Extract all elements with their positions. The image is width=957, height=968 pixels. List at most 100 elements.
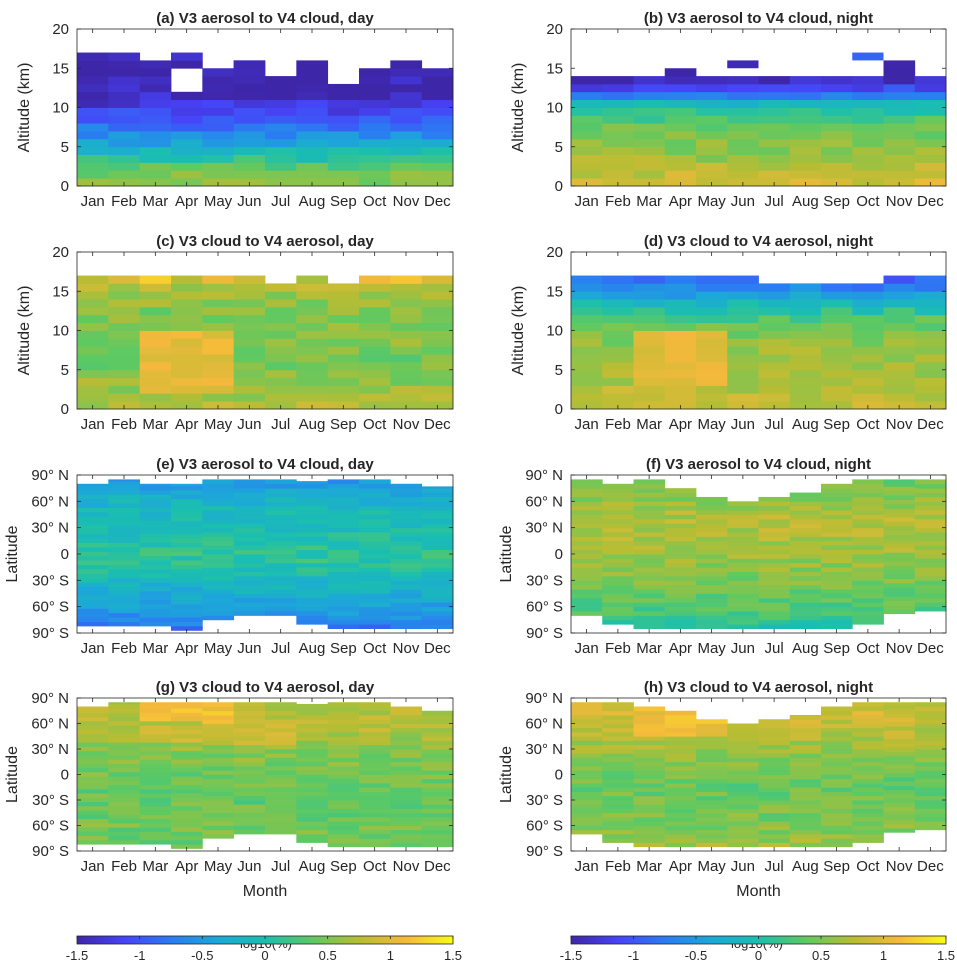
x-tick-label: Sep xyxy=(823,193,850,210)
heatmap-cell xyxy=(108,737,141,743)
heatmap-cell xyxy=(233,821,266,826)
heatmap-cell xyxy=(883,275,916,284)
heatmap-cell xyxy=(914,606,947,612)
heatmap-cell xyxy=(390,496,423,502)
y-axis-label: Latitude xyxy=(4,746,21,803)
heatmap-cell xyxy=(602,514,634,520)
heatmap-cell xyxy=(296,580,329,586)
heatmap-cell xyxy=(233,602,266,608)
heatmap-cell xyxy=(202,514,235,520)
heatmap-cell xyxy=(883,815,916,820)
heatmap-cell xyxy=(602,791,634,797)
heatmap-cell xyxy=(296,715,329,720)
heatmap-cell xyxy=(852,817,884,822)
heatmap-cell xyxy=(571,606,603,612)
heatmap-cell xyxy=(421,800,454,805)
heatmap-cell xyxy=(664,740,697,746)
heatmap-cell xyxy=(77,538,109,543)
heatmap-cell xyxy=(602,783,634,788)
heatmap-cell xyxy=(108,533,141,539)
heatmap-cell xyxy=(296,766,329,771)
heatmap-cell xyxy=(852,393,884,402)
heatmap-cell xyxy=(571,757,603,763)
heatmap-cell xyxy=(758,123,791,132)
heatmap-cell xyxy=(421,719,454,724)
y-tick-label: 0 xyxy=(61,767,69,784)
heatmap-cell xyxy=(421,817,454,822)
heatmap-cell xyxy=(571,778,603,784)
heatmap-cell xyxy=(852,532,884,537)
heatmap-cell xyxy=(914,514,947,520)
x-tick-label: Apr xyxy=(175,416,198,433)
heatmap-cell xyxy=(914,488,947,493)
y-tick-label: 10 xyxy=(52,323,69,340)
heatmap-cell xyxy=(727,393,759,402)
heatmap-cell xyxy=(139,810,172,815)
heatmap-cell xyxy=(77,369,109,378)
heatmap-cell xyxy=(359,723,391,729)
x-tick-label: Jan xyxy=(575,640,599,657)
heatmap-cell xyxy=(265,825,297,831)
heatmap-cell xyxy=(696,532,728,537)
heatmap-cell xyxy=(327,501,360,507)
heatmap-cell xyxy=(633,492,666,498)
heatmap-cell xyxy=(883,777,916,782)
heatmap-cell xyxy=(821,778,853,784)
heatmap-cell xyxy=(327,787,360,792)
heatmap-cell xyxy=(602,804,634,809)
heatmap-cell xyxy=(758,510,791,515)
heatmap-cell xyxy=(139,377,172,386)
heatmap-cell xyxy=(633,558,666,564)
heatmap-cell xyxy=(390,723,423,729)
heatmap-cell xyxy=(727,606,759,612)
heatmap-cell xyxy=(727,787,759,792)
y-axis-label: Altitude (km) xyxy=(16,63,33,153)
heatmap-cell xyxy=(883,828,916,833)
heatmap-cell xyxy=(265,283,297,292)
heatmap-cell xyxy=(914,761,947,767)
y-tick-label: 30° S xyxy=(526,572,563,589)
heatmap-cell xyxy=(571,719,603,724)
heatmap-cell xyxy=(821,385,853,394)
heatmap-cell xyxy=(265,702,297,707)
heatmap-cell xyxy=(139,599,172,605)
heatmap-cell xyxy=(727,354,759,363)
heatmap-cell xyxy=(327,624,360,630)
heatmap-cell xyxy=(233,283,266,292)
heatmap-cell xyxy=(77,91,109,101)
x-tick-label: Feb xyxy=(111,416,137,433)
heatmap-cell xyxy=(139,797,172,803)
heatmap-cell xyxy=(571,354,603,363)
heatmap-cell xyxy=(883,794,916,799)
heatmap-cell xyxy=(914,314,947,324)
heatmap-cell xyxy=(914,727,947,733)
heatmap-cell xyxy=(633,338,666,347)
heatmap-cell xyxy=(265,562,297,568)
heatmap-cell xyxy=(821,483,853,489)
heatmap-cell xyxy=(77,99,109,108)
heatmap-cell xyxy=(883,721,916,727)
heatmap-cell xyxy=(265,291,297,300)
heatmap-cell xyxy=(821,107,853,116)
x-tick-label: Jul xyxy=(765,193,784,210)
heatmap-cell xyxy=(202,770,235,775)
heatmap-cell xyxy=(296,703,329,707)
heatmap-cell xyxy=(390,804,423,809)
heatmap-cell xyxy=(233,60,265,69)
heatmap-cell xyxy=(77,810,109,815)
heatmap-cell xyxy=(171,507,203,513)
heatmap-cell xyxy=(359,91,391,101)
heatmap-cell xyxy=(664,346,697,355)
heatmap-cell xyxy=(296,154,329,163)
heatmap-cell xyxy=(296,330,329,339)
heatmap-cell xyxy=(852,107,884,116)
heatmap-cell xyxy=(883,811,916,816)
heatmap-cell xyxy=(664,584,697,590)
heatmap-cell xyxy=(359,554,391,559)
heatmap-cell xyxy=(108,60,141,69)
heatmap-cell xyxy=(327,740,360,746)
heatmap-cell xyxy=(139,590,172,596)
heatmap-cell xyxy=(914,749,947,754)
y-tick-label: 0 xyxy=(61,401,69,418)
heatmap-cell xyxy=(139,494,172,500)
